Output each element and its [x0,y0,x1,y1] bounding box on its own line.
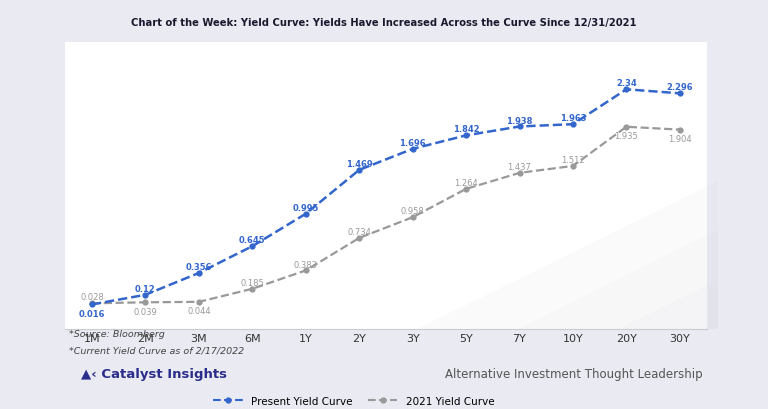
Polygon shape [518,231,718,329]
Text: *Current Yield Curve as of 2/17/2022: *Current Yield Curve as of 2/17/2022 [69,346,244,355]
Text: 0.185: 0.185 [240,278,264,287]
Text: 1.264: 1.264 [454,178,478,187]
Text: 2.34: 2.34 [616,79,637,88]
Text: 0.044: 0.044 [187,306,210,315]
Text: 0.645: 0.645 [239,236,266,245]
Text: ▲‹ Catalyst Insights: ▲‹ Catalyst Insights [81,366,227,380]
Text: 1.842: 1.842 [453,125,479,134]
Text: 0.734: 0.734 [347,227,371,236]
Text: 0.039: 0.039 [134,307,157,316]
Text: *Source: Bloomberg: *Source: Bloomberg [69,329,165,338]
Text: 0.016: 0.016 [79,309,105,318]
Text: 2.296: 2.296 [667,83,694,92]
Text: 1.935: 1.935 [614,132,638,141]
Text: 0.958: 0.958 [401,207,425,216]
Text: Chart of the Week: Yield Curve: Yields Have Increased Across the Curve Since 12/: Chart of the Week: Yield Curve: Yields H… [131,18,637,28]
Text: 1.469: 1.469 [346,160,372,169]
Text: 1.696: 1.696 [399,139,426,148]
Text: 0.12: 0.12 [135,284,156,293]
Text: 1.904: 1.904 [668,135,692,144]
Text: 0.995: 0.995 [293,203,319,212]
Text: 0.356: 0.356 [186,262,212,271]
Polygon shape [418,181,718,329]
Text: 0.028: 0.028 [80,292,104,301]
Text: 1.963: 1.963 [560,114,586,123]
Text: 1.938: 1.938 [506,116,533,125]
Text: 1.512: 1.512 [561,155,584,164]
Text: 1.437: 1.437 [508,162,531,171]
Legend: Present Yield Curve, 2021 Yield Curve: Present Yield Curve, 2021 Yield Curve [210,392,498,409]
Text: 0.383: 0.383 [293,260,318,269]
Text: Alternative Investment Thought Leadership: Alternative Investment Thought Leadershi… [445,366,703,380]
